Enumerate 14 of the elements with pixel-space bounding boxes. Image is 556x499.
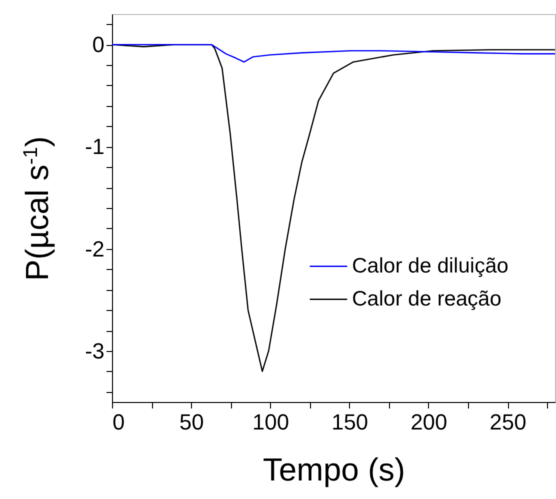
y-tick-label: -2 (84, 236, 104, 262)
x-tick-label: 0 (112, 410, 125, 434)
y-tick-label: 0 (92, 32, 104, 58)
y-tick-label: -1 (84, 134, 104, 160)
x-tick-label: 200 (410, 410, 448, 434)
legend-label: Calor de diluição (352, 254, 508, 278)
x-tick-label: 50 (179, 410, 204, 434)
x-axis-title: Tempo (s) (262, 452, 406, 488)
x-tick-label: 250 (490, 410, 526, 434)
y-tick-label: -3 (84, 338, 104, 364)
x-tick-label: 100 (252, 410, 290, 434)
line-series (112, 44, 555, 63)
legend-label: Calor de reação (352, 287, 502, 310)
x-tick-label: 150 (331, 410, 368, 434)
